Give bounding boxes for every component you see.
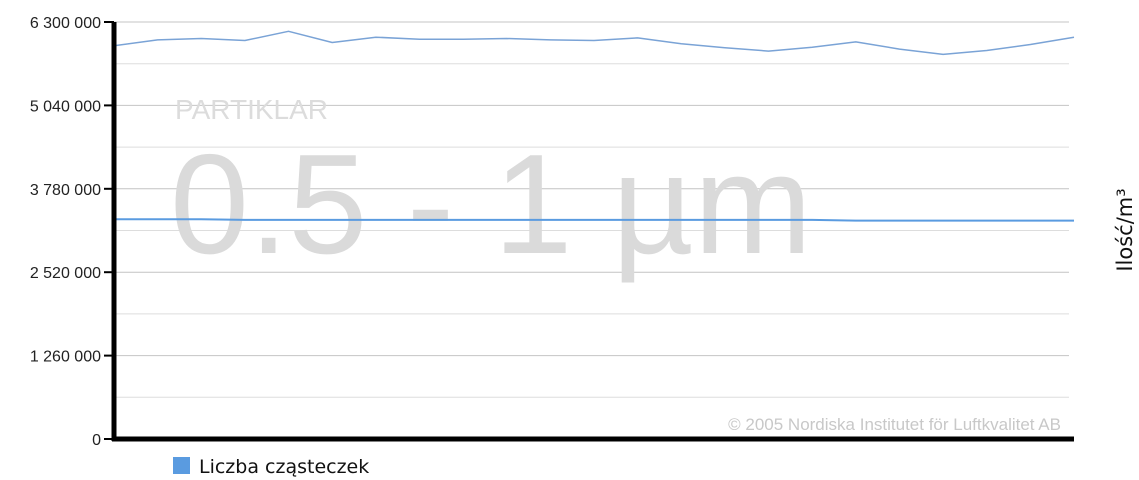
y-tick-label: 3 780 000 — [30, 182, 101, 199]
watermark-small-text: PARTIKLAR — [175, 94, 328, 125]
y-tick-label: 0 — [92, 432, 101, 449]
legend-swatch — [173, 457, 190, 474]
y-tick-label: 6 300 000 — [30, 15, 101, 32]
y-tick-label: 2 520 000 — [30, 265, 101, 282]
y-tick-label: 5 040 000 — [30, 98, 101, 115]
legend: Liczba cząsteczek — [173, 456, 369, 478]
legend-label: Liczba cząsteczek — [199, 456, 369, 478]
series-line-liczba-czasteczek — [114, 218, 1074, 222]
copyright-text: © 2005 Nordiska Institutet för Luftkvali… — [728, 415, 1061, 434]
series-line-upper — [113, 30, 1075, 56]
watermark-big-text: 0.5 - 1 µm — [170, 125, 812, 284]
y-tick-label: 1 260 000 — [30, 349, 101, 366]
watermark: PARTIKLAR 0.5 - 1 µm — [170, 94, 812, 284]
y-axis-label: Ilość/m³ — [1113, 188, 1137, 271]
series-lines — [113, 30, 1075, 222]
grid-lines — [114, 21, 1069, 398]
y-axis-ticks: 0 1 260 000 2 520 000 3 780 000 5 040 000 6 3… — [30, 15, 114, 449]
